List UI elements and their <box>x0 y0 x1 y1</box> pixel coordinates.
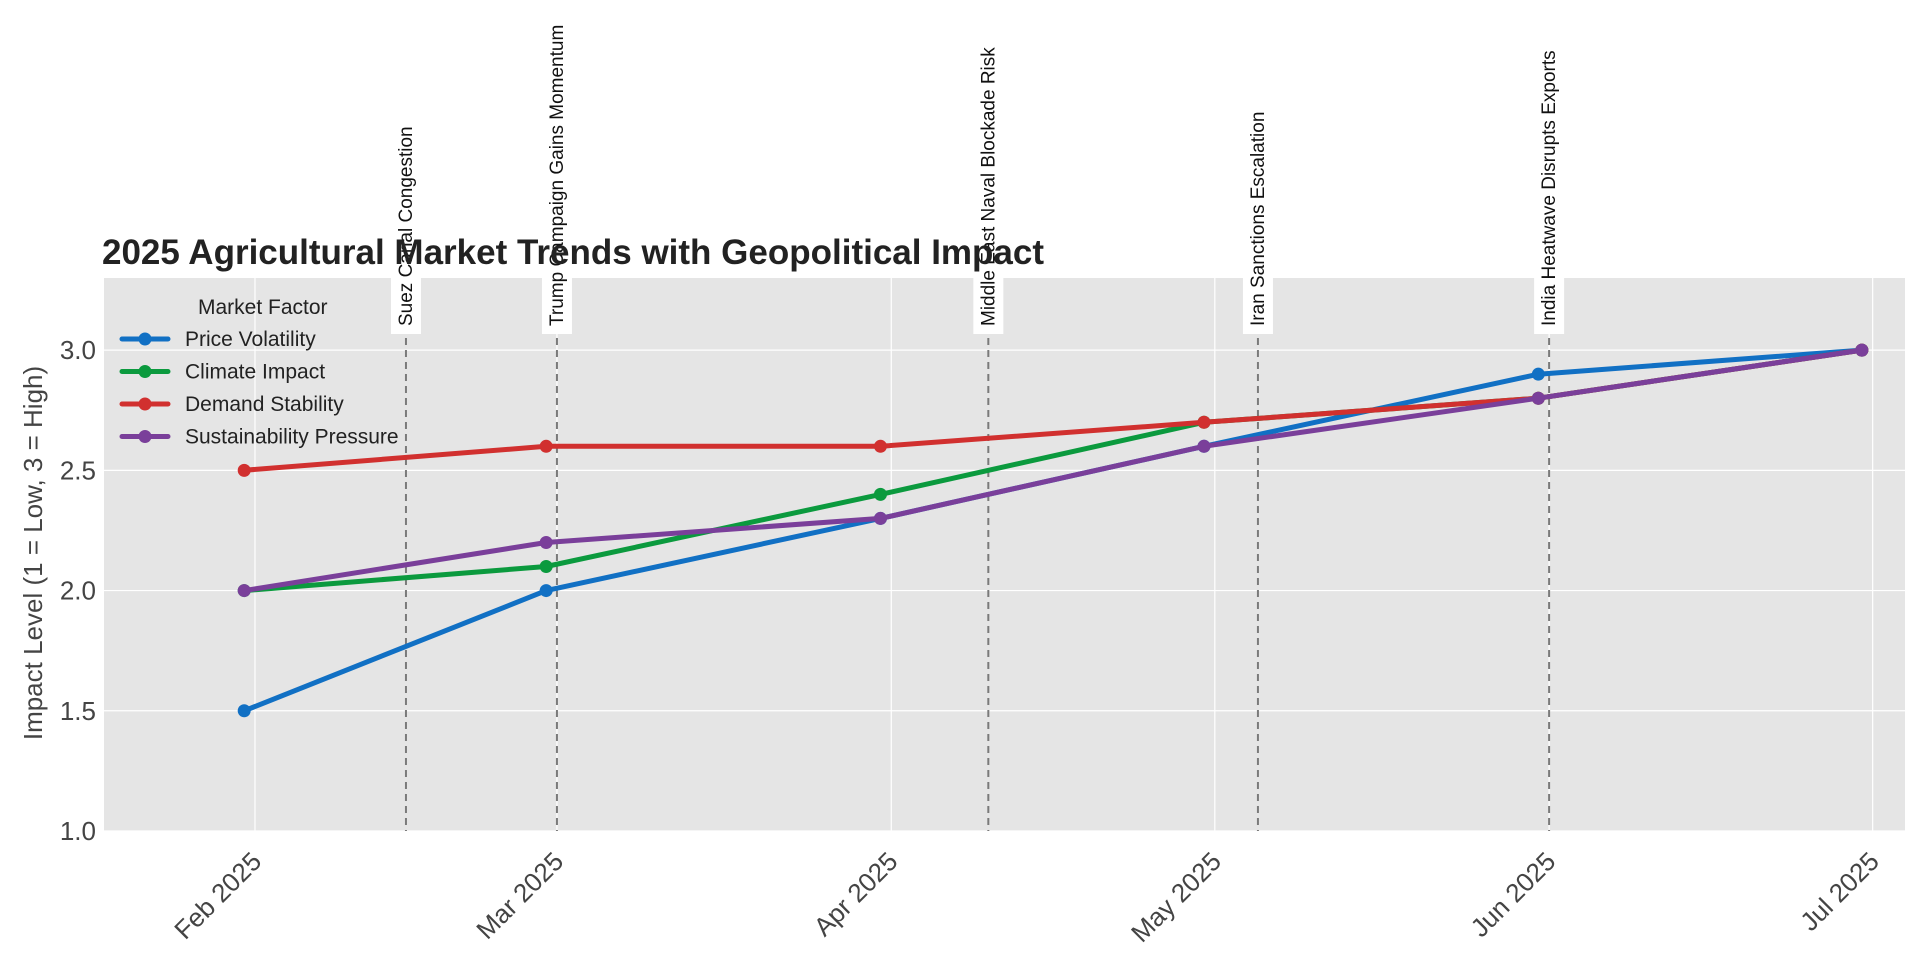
event-labels: Suez Canal Congestion Trump Campaign Gain… <box>390 25 1565 334</box>
legend-label: Demand Stability <box>185 393 344 416</box>
data-point <box>539 560 553 574</box>
y-axis-label: Impact Level (1 = Low, 3 = High) <box>18 366 48 740</box>
y-tick-label: 3.0 <box>60 335 96 365</box>
event-label-text: Iran Sanctions Escalation <box>1248 112 1269 326</box>
y-tick-label: 2.5 <box>60 455 96 485</box>
legend-item: Demand Stability <box>119 393 344 416</box>
event-label-box <box>1242 278 1273 334</box>
series-line <box>241 347 1865 594</box>
plot-area <box>104 278 1905 831</box>
legend-marker <box>138 332 152 346</box>
legend-label: Climate Impact <box>185 361 325 384</box>
event-markers <box>404 278 1551 831</box>
event-label: India Heatwave Disrupts Exports <box>1534 50 1565 334</box>
data-point <box>237 704 251 718</box>
data-point <box>873 439 887 453</box>
event-label: Iran Sanctions Escalation <box>1242 112 1273 334</box>
event-label: Trump Campaign Gains Momentum <box>541 25 572 334</box>
event-label-text: Suez Canal Congestion <box>396 126 417 326</box>
x-tick-label: Feb 2025 <box>168 846 267 945</box>
data-point <box>539 584 553 598</box>
event-label: Middle East Naval Blockade Risk <box>973 47 1004 334</box>
legend-label: Price Volatility <box>185 328 316 351</box>
event-label-box <box>1534 278 1565 334</box>
legend-item: Price Volatility <box>119 328 316 351</box>
event-label-box <box>390 278 421 334</box>
event-label-box <box>541 278 572 334</box>
x-tick-label: Apr 2025 <box>808 846 904 942</box>
x-tick-label: Jun 2025 <box>1464 846 1561 943</box>
data-point <box>873 487 887 501</box>
data-point <box>873 511 887 525</box>
y-tick-label: 2.0 <box>60 576 96 606</box>
legend: Market Factor Price Volatility Climate Imp… <box>119 296 399 449</box>
event-label-box <box>973 278 1004 334</box>
legend-marker <box>138 365 152 378</box>
event-label-text: Middle East Naval Blockade Risk <box>978 47 999 326</box>
data-point <box>539 535 553 549</box>
event-label-text: Trump Campaign Gains Momentum <box>547 25 568 326</box>
y-tick-label: 1.0 <box>60 816 96 846</box>
legend-item: Climate Impact <box>119 361 325 384</box>
x-tick-label: May 2025 <box>1125 846 1227 948</box>
data-point <box>1531 367 1545 381</box>
event-label-text: India Heatwave Disrupts Exports <box>1539 50 1560 326</box>
grid <box>104 278 1905 832</box>
legend-item: Sustainability Pressure <box>119 426 399 449</box>
data-point <box>1197 439 1211 453</box>
x-tick-label: Jul 2025 <box>1794 846 1885 937</box>
event-label: Suez Canal Congestion <box>390 126 421 334</box>
data-point <box>1855 343 1869 357</box>
legend-title: Market Factor <box>198 296 328 319</box>
x-tick-label: Mar 2025 <box>470 846 569 945</box>
legend-marker <box>138 430 152 443</box>
data-point <box>539 439 553 453</box>
chart-title: 2025 Agricultural Market Trends with Geo… <box>102 233 1044 272</box>
data-point <box>1197 415 1211 429</box>
series-lines <box>237 343 1869 718</box>
data-point <box>237 463 251 477</box>
legend-label: Sustainability Pressure <box>185 426 399 449</box>
legend-marker <box>138 397 152 411</box>
data-point <box>1531 391 1545 405</box>
y-tick-label: 1.5 <box>60 696 96 726</box>
data-point <box>237 584 251 598</box>
